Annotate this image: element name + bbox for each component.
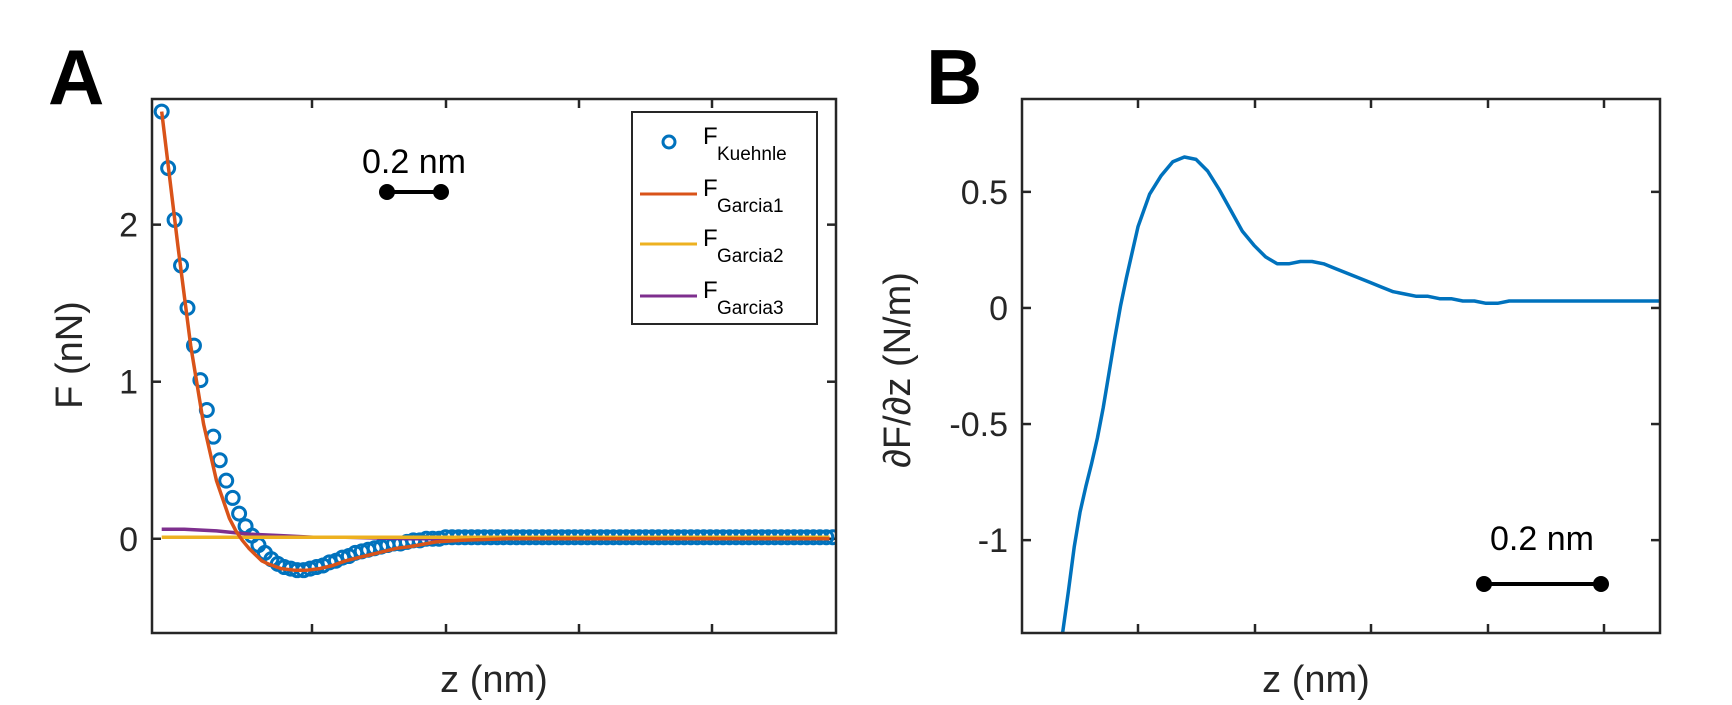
data-point-kuehnle xyxy=(211,452,228,469)
panel-a-scale-bar-end xyxy=(433,184,449,200)
panel-a-x-axis-label: z (nm) xyxy=(440,659,548,701)
legend-entry-garcia1: F Garcia1 xyxy=(640,175,784,217)
panel-a-scale-bar: 0.2 nm xyxy=(362,143,466,200)
legend-label-garcia3: F xyxy=(703,277,718,304)
panel-a-legend-box xyxy=(631,111,818,325)
panel-a-ticks: 0 1 2 xyxy=(119,99,836,633)
legend-entry-kuehnle: F Kuehnle xyxy=(661,123,787,165)
panel-b-ticks: -1 -0.5 0 0.5 xyxy=(949,99,1660,633)
y-tick-label: 1 xyxy=(119,364,138,402)
legend-label-kuehnle: F xyxy=(703,123,718,150)
panel-b: B ∂F/∂z (N/m) z (nm) -1 -0.5 0 0.5 0.2 nm xyxy=(877,33,1662,701)
panel-a-plot-area xyxy=(153,103,836,579)
y-tick-label: -1 xyxy=(978,522,1008,560)
panel-a-scale-bar-label: 0.2 nm xyxy=(362,143,466,181)
data-point-kuehnle xyxy=(231,505,248,522)
legend-label-garcia2: F xyxy=(703,225,718,252)
data-point-kuehnle xyxy=(224,489,241,506)
legend-sub-garcia1: Garcia1 xyxy=(717,196,784,217)
panel-b-letter: B xyxy=(926,33,982,121)
panel-a-letter: A xyxy=(48,33,104,121)
panel-a-scale-bar-end xyxy=(379,184,395,200)
panel-b-y-axis-label: ∂F/∂z (N/m) xyxy=(877,272,919,468)
legend-sub-kuehnle: Kuehnle xyxy=(717,144,787,165)
y-tick-label: 0 xyxy=(989,290,1008,328)
panel-a-axes-box xyxy=(150,97,838,635)
panel-b-scale-bar-end xyxy=(1593,576,1609,592)
panel-b-axes-box xyxy=(1020,97,1662,635)
legend-entry-garcia3: F Garcia3 xyxy=(640,277,784,319)
panel-a-legend: F Kuehnle F Garcia1 F Garcia2 F Garcia3 xyxy=(631,111,818,325)
panel-b-scale-bar: 0.2 nm xyxy=(1476,520,1609,592)
y-tick-label: -0.5 xyxy=(949,406,1008,444)
data-point-kuehnle xyxy=(185,337,202,354)
panel-b-plot-area xyxy=(1060,155,1660,633)
series-line-garcia1 xyxy=(159,111,830,572)
data-point-kuehnle xyxy=(192,372,209,389)
panel-a-y-axis-label: F (nN) xyxy=(49,301,91,409)
legend-entry-garcia2: F Garcia2 xyxy=(640,225,784,267)
series-line-derivative xyxy=(1060,155,1660,633)
legend-label-garcia1: F xyxy=(703,175,718,202)
y-tick-label: 0 xyxy=(119,521,138,559)
y-tick-label: 2 xyxy=(119,207,138,245)
panel-b-scale-bar-label: 0.2 nm xyxy=(1490,520,1594,558)
panel-a: A F (nN) z (nm) 0 1 2 0.2 nm F Kuehnle F xyxy=(48,33,838,701)
panel-b-x-axis-label: z (nm) xyxy=(1262,659,1370,701)
panel-b-scale-bar-end xyxy=(1476,576,1492,592)
data-point-kuehnle xyxy=(218,472,235,489)
legend-sub-garcia3: Garcia3 xyxy=(717,298,784,319)
y-tick-label: 0.5 xyxy=(961,174,1008,212)
legend-marker-kuehnle xyxy=(661,134,677,150)
legend-sub-garcia2: Garcia2 xyxy=(717,246,784,267)
